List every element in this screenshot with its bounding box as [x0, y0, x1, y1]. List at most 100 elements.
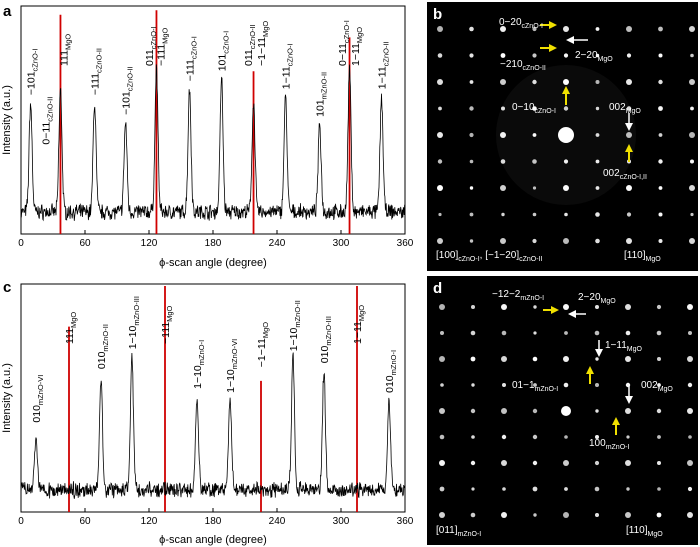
x-tick-label: 300	[333, 238, 350, 249]
diffraction-spot	[437, 132, 443, 138]
diffraction-spot	[656, 304, 662, 310]
peak-label: 111MgO	[64, 312, 78, 344]
diffraction-spot	[532, 186, 537, 190]
diffraction-spot	[469, 186, 474, 190]
diffraction-spot	[500, 132, 506, 138]
diffraction-spot	[469, 106, 474, 111]
diffraction-spot	[657, 435, 661, 439]
x-tick-label: 120	[141, 516, 158, 527]
diffraction-spot	[688, 435, 692, 439]
diffraction-spot	[533, 331, 537, 335]
diffraction-spot	[470, 408, 476, 414]
plot-a-xlabel: ϕ-scan angle (degree)	[159, 257, 267, 269]
diffraction-spot	[625, 460, 631, 466]
diffraction-spot	[470, 460, 476, 466]
diffraction-spot	[533, 305, 537, 309]
x-tick-label: 360	[397, 516, 414, 527]
diffraction-spot	[594, 330, 600, 336]
x-tick-label: 120	[141, 238, 158, 249]
yellow-arrowhead-icon	[612, 417, 620, 425]
plot-c-trace	[20, 352, 406, 499]
plot-a-trace	[20, 64, 406, 222]
panel-d-diffraction: d −12−2mZnO-I 2−20MgO 1−11MgO 01−1mZnO-I…	[427, 276, 698, 545]
label-d-1m11-mgo: 1−11MgO	[605, 340, 643, 353]
diffraction-spot	[595, 435, 599, 439]
diffraction-spot	[563, 53, 569, 58]
peak-label: 1−11cZnO-I	[281, 43, 295, 89]
diffraction-spot	[595, 409, 599, 413]
panel-c-letter: c	[3, 279, 11, 296]
diffraction-spot	[658, 26, 663, 32]
diffraction-spot	[438, 212, 442, 217]
diffraction-spot	[689, 185, 695, 191]
diffraction-spot	[502, 487, 506, 491]
peak-label: 101cZnO-I	[217, 31, 231, 71]
diffraction-spot	[595, 133, 600, 137]
diffraction-spot	[658, 133, 663, 137]
diffraction-spot	[657, 383, 661, 387]
diffraction-spot	[532, 238, 537, 244]
peak-label: 1−10mZnO-III	[127, 296, 141, 349]
panel-d-spots	[439, 304, 693, 518]
diffraction-spot	[532, 159, 537, 164]
plot-a-ticks: 0 60 120 180 240 300 360	[18, 230, 414, 249]
diffraction-spot	[469, 212, 474, 217]
diffraction-spot	[564, 435, 568, 439]
diffraction-spot	[437, 238, 443, 244]
diffraction-spot	[626, 106, 632, 111]
peak-label: 1−10mZnO-VI	[225, 339, 239, 393]
diffraction-spot	[564, 487, 568, 491]
peak-label: 011cZnO-II	[243, 24, 257, 66]
diffraction-spot	[532, 79, 537, 85]
peak-label: 0−11cZnO-I	[337, 20, 351, 66]
diffraction-spot	[563, 460, 569, 466]
diffraction-spot	[469, 132, 474, 138]
diffraction-spot	[564, 212, 568, 217]
diffraction-spot	[500, 238, 506, 244]
diffraction-spot	[439, 356, 445, 362]
diffraction-spot	[438, 106, 442, 111]
diffraction-spot	[656, 408, 662, 414]
diffraction-spot	[501, 304, 507, 310]
diffraction-spot	[563, 382, 569, 388]
label-b-m210-czno2: −210cZnO-II	[500, 59, 546, 72]
label-b-002-mgo: 002MgO	[609, 102, 641, 115]
diffraction-spot	[687, 408, 693, 414]
diffraction-spot	[626, 79, 632, 85]
white-arrowhead-icon	[625, 396, 633, 404]
peak-label: 011cZnO-I	[144, 26, 158, 66]
panel-b-zone-axis-left: [100]cZnO-I, [−1−20]cZnO-II	[436, 250, 543, 263]
diffraction-spot	[469, 53, 474, 58]
diffraction-spot	[470, 356, 476, 362]
diffraction-spot	[689, 26, 695, 32]
diffraction-spot	[595, 159, 600, 164]
diffraction-spot	[625, 304, 631, 310]
diffraction-spot	[439, 486, 445, 492]
diffraction-spot	[471, 435, 475, 439]
diffraction-spot	[501, 512, 507, 518]
diffraction-spot	[501, 212, 505, 217]
peak-label: 1−11cZnO-II	[377, 41, 391, 89]
x-tick-label: 180	[205, 516, 222, 527]
x-tick-label: 300	[333, 516, 350, 527]
diffraction-spot	[470, 330, 476, 336]
panel-d-arrows	[543, 306, 633, 435]
x-tick-label: 0	[18, 238, 24, 249]
plot-a-ylabel: Intensity (a.u.)	[1, 85, 13, 155]
diffraction-spot	[689, 238, 695, 244]
diffraction-spot	[658, 212, 663, 217]
peak-label: 010mZnO-II	[96, 324, 110, 369]
diffraction-spot	[657, 487, 661, 491]
diffraction-spot	[594, 486, 600, 492]
label-d-002-mgo: 002MgO	[641, 380, 673, 393]
diffraction-spot	[439, 304, 445, 310]
diffraction-spot	[437, 26, 443, 32]
diffraction-spot	[500, 159, 506, 164]
diffraction-spot	[502, 383, 506, 387]
panel-d-letter: d	[433, 280, 442, 297]
plot-c-ticks: 0 60 120 180 240 300 360	[18, 508, 414, 527]
diffraction-spot	[532, 106, 537, 111]
diffraction-spot	[625, 408, 631, 414]
label-b-002-czno: 002cZnO-I,II	[603, 168, 647, 181]
